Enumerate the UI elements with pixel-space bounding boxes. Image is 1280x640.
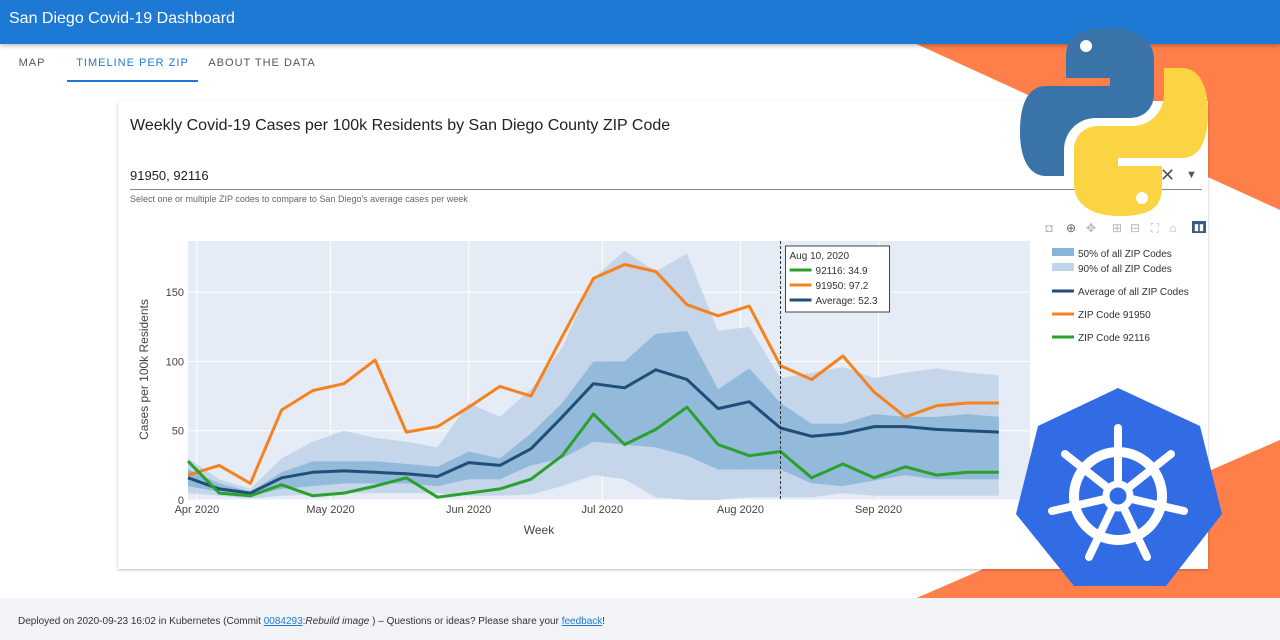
footer-prefix: Deployed on 2020-09-23 16:02 in Kubernet… xyxy=(18,616,264,627)
hover-date-label: Aug 10, 2020 xyxy=(790,251,850,262)
tab-bar: MAP TIMELINE PER ZIP ABOUT THE DATA xyxy=(0,44,900,82)
hover-row-label: 92116: 34.9 xyxy=(816,266,869,277)
x-tick-label: Jul 2020 xyxy=(582,504,624,516)
y-tick-label: 0 xyxy=(178,495,184,507)
tab-timeline-per-zip[interactable]: TIMELINE PER ZIP xyxy=(67,44,198,82)
commit-link[interactable]: 0084293 xyxy=(263,616,303,627)
plotly-logo-icon[interactable]: ▮▮ xyxy=(1192,221,1206,233)
series-line-average xyxy=(187,368,999,495)
footer-middle: ) – Questions or ideas? Please share you… xyxy=(369,616,562,627)
commit-message: Rebuild image xyxy=(305,616,370,627)
autoscale-icon[interactable]: ⛶ xyxy=(1150,221,1160,235)
feedback-link[interactable]: feedback xyxy=(561,616,603,627)
hover-row-label: Average: 52.3 xyxy=(816,296,879,307)
reset-axes-icon[interactable]: ⌂ xyxy=(1169,221,1177,235)
legend-swatch xyxy=(1052,263,1074,271)
legend-label: ZIP Code 92116 xyxy=(1078,333,1150,344)
x-tick-label: Apr 2020 xyxy=(175,504,220,516)
x-tick-label: Jun 2020 xyxy=(446,504,491,516)
footer: Deployed on 2020-09-23 16:02 in Kubernet… xyxy=(0,598,1280,640)
x-tick-label: Aug 2020 xyxy=(717,504,764,516)
footer-suffix: ! xyxy=(602,616,606,627)
legend-label: 50% of all ZIP Codes xyxy=(1078,249,1172,260)
x-tick-label: May 2020 xyxy=(306,504,354,516)
zip-select-helper: Select one or multiple ZIP codes to comp… xyxy=(130,194,468,204)
legend-label: 90% of all ZIP Codes xyxy=(1078,264,1172,275)
zip-select-value[interactable]: 91950, 92116 xyxy=(130,168,209,183)
app-title: San Diego Covid-19 Dashboard xyxy=(9,10,235,27)
y-tick-label: 150 xyxy=(166,287,184,299)
series-line-91950 xyxy=(187,263,999,485)
legend-label: Average of all ZIP Codes xyxy=(1078,287,1189,298)
tab-map[interactable]: MAP xyxy=(18,57,46,69)
zoom-in-icon[interactable]: ⊞ xyxy=(1111,221,1123,235)
tab-about-the-data[interactable]: ABOUT THE DATA xyxy=(208,57,316,69)
series-line-92116 xyxy=(186,405,999,499)
legend-label: ZIP Code 91950 xyxy=(1078,310,1151,321)
pan-icon[interactable]: ✥ xyxy=(1085,221,1097,235)
legend-swatch xyxy=(1052,248,1074,256)
chart-card-title: Weekly Covid-19 Cases per 100k Residents… xyxy=(130,117,671,134)
footer-text: Deployed on 2020-09-23 16:02 in Kubernet… xyxy=(18,616,606,627)
x-tick-label: Sep 2020 xyxy=(855,504,902,516)
y-tick-label: 50 xyxy=(172,426,184,438)
y-axis-title: Cases per 100k Residents xyxy=(137,299,151,440)
zoom-icon[interactable]: ⊕ xyxy=(1065,221,1077,235)
y-tick-label: 100 xyxy=(166,356,184,368)
zoom-out-icon[interactable]: ⊟ xyxy=(1129,221,1141,235)
camera-icon[interactable]: ◘ xyxy=(1045,221,1053,235)
hover-row-label: 91950: 97.2 xyxy=(816,281,869,292)
x-axis-title: Week xyxy=(524,523,555,537)
